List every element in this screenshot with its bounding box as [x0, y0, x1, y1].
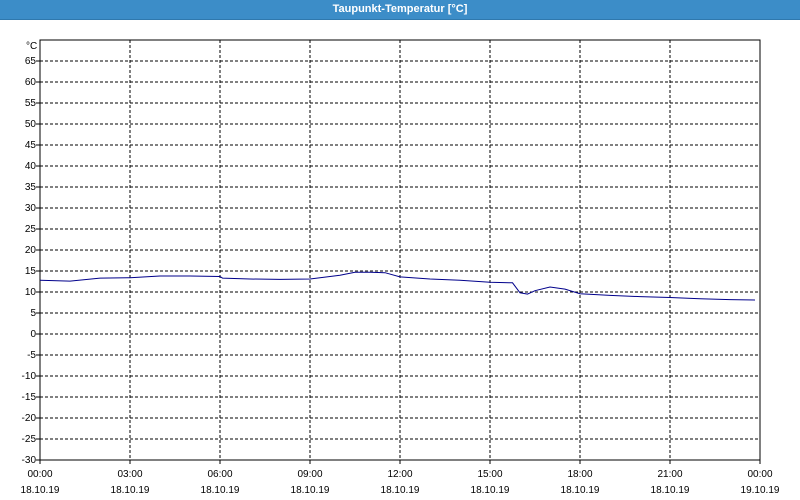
x-tick-time-label: 15:00 — [477, 469, 502, 480]
x-tick-date-label: 18.10.19 — [471, 485, 510, 496]
y-tick-label: 5 — [30, 308, 36, 319]
y-tick-label: -25 — [22, 434, 37, 445]
x-tick-time-label: 06:00 — [207, 469, 232, 480]
x-tick-time-label: 12:00 — [387, 469, 412, 480]
dewpoint-series-line — [39, 271, 756, 301]
y-tick-label: 50 — [25, 119, 37, 130]
y-tick-label: -10 — [22, 371, 37, 382]
x-tick-date-label: 18.10.19 — [111, 485, 150, 496]
x-tick-date-label: 18.10.19 — [21, 485, 60, 496]
y-tick-label: 10 — [25, 287, 37, 298]
x-tick-date-label: 18.10.19 — [381, 485, 420, 496]
y-tick-label: 65 — [25, 56, 37, 67]
x-tick-date-label: 18.10.19 — [201, 485, 240, 496]
x-tick-time-label: 00:00 — [747, 469, 772, 480]
x-tick-date-label: 18.10.19 — [291, 485, 330, 496]
grid-layer — [36, 40, 761, 464]
label-layer: 65605550454035302520151050-5-10-15-20-25… — [21, 56, 780, 496]
series-layer — [39, 271, 756, 301]
x-tick-time-label: 21:00 — [657, 469, 682, 480]
y-tick-label: 55 — [25, 98, 37, 109]
y-tick-label: 20 — [25, 245, 37, 256]
y-tick-label: 60 — [25, 77, 37, 88]
x-tick-time-label: 09:00 — [297, 469, 322, 480]
y-tick-label: 40 — [25, 161, 37, 172]
x-tick-date-label: 18.10.19 — [561, 485, 600, 496]
x-tick-time-label: 03:00 — [117, 469, 142, 480]
x-tick-date-label: 19.10.19 — [741, 485, 780, 496]
y-tick-label: -30 — [22, 455, 37, 466]
y-axis-unit-label: °C — [26, 41, 37, 52]
y-tick-label: 15 — [25, 266, 37, 277]
window-title: Taupunkt-Temperatur [°C] — [0, 0, 800, 20]
y-tick-label: 35 — [25, 182, 37, 193]
x-tick-time-label: 00:00 — [27, 469, 52, 480]
y-tick-label: 45 — [25, 140, 37, 151]
y-tick-label: -20 — [22, 413, 37, 424]
y-tick-label: 30 — [25, 203, 37, 214]
x-tick-time-label: 18:00 — [567, 469, 592, 480]
y-tick-label: -15 — [22, 392, 37, 403]
x-tick-date-label: 18.10.19 — [651, 485, 690, 496]
y-tick-label: -5 — [27, 350, 36, 361]
y-tick-label: 0 — [30, 329, 36, 340]
y-tick-label: 25 — [25, 224, 37, 235]
